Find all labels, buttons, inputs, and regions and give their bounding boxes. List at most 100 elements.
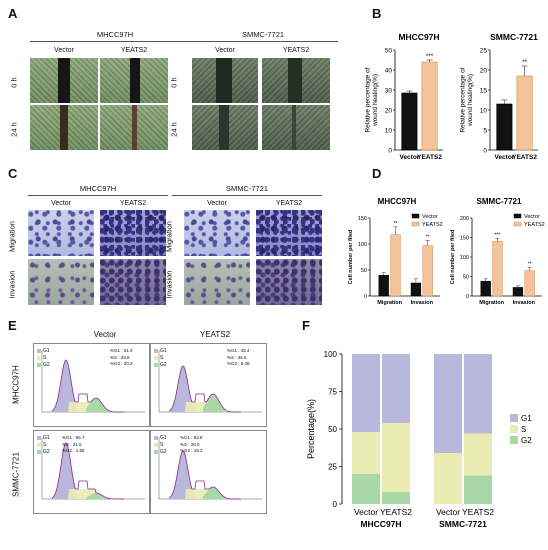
bar <box>410 282 422 297</box>
legend-swatch <box>513 213 522 219</box>
legend-swatch <box>513 221 522 227</box>
wound-image <box>30 58 98 103</box>
y-tick-label: 30 <box>385 88 393 95</box>
y-tick-label: 50 <box>385 48 393 55</box>
stacked-bar-segment <box>352 432 380 474</box>
panel-f-label: F <box>302 318 310 333</box>
y-tick-label: 0 <box>364 294 367 300</box>
flow-histogram <box>33 343 150 427</box>
panel-c-col-yeats2-2: YEATS2 <box>275 200 303 207</box>
wound-image <box>262 58 330 103</box>
flow-stats: %G1 : 51.0 %S : 28.8 %G2 : 20.2 <box>110 348 133 366</box>
bar <box>512 287 524 297</box>
g1-area <box>52 360 78 412</box>
histogram-line <box>168 450 242 500</box>
flow-histogram <box>150 430 267 514</box>
flow-histogram <box>150 343 267 427</box>
wound-image <box>100 58 168 103</box>
y-tick-label: 100 <box>460 255 469 261</box>
flow-legend: G1 S G2 <box>37 348 50 369</box>
wound-image <box>100 105 168 150</box>
flow-histogram <box>33 430 150 514</box>
y-tick-label: 100 <box>358 242 367 248</box>
y-tick-label: 5 <box>483 128 487 135</box>
stacked-bar-segment <box>464 475 492 504</box>
panel-d-label: D <box>372 166 382 181</box>
chart-title: SMMC-7721 <box>490 32 538 42</box>
x-tick-label: Invasion <box>411 300 434 306</box>
stacked-bar-segment <box>352 354 380 432</box>
y-tick-label: 50 <box>463 275 469 281</box>
transwell-image <box>184 210 250 256</box>
significance-label: ** <box>522 59 528 66</box>
bar <box>492 241 503 297</box>
stacked-bar-segment <box>352 474 380 504</box>
histogram-line <box>168 365 242 413</box>
y-tick-label: 0 <box>483 148 487 155</box>
wound-image <box>30 105 98 150</box>
panel-c-col-vector-2: Vector <box>207 200 227 207</box>
transwell-image <box>256 259 322 305</box>
panel-b-label: B <box>372 6 382 21</box>
panel-c-col-yeats2-1: YEATS2 <box>119 200 147 207</box>
y-tick-label: 50 <box>361 268 367 274</box>
group-label: MHCC97H <box>360 519 401 529</box>
panel-c-label: C <box>8 166 18 181</box>
panel-a-row-24h-2: 24 h <box>169 122 179 137</box>
x-tick-label: Vector <box>399 154 419 161</box>
flow-legend: G1 S G2 <box>37 435 50 456</box>
significance-label: ** <box>528 262 532 268</box>
panel-a-col-vector-1: Vector <box>54 47 74 54</box>
g1-area <box>52 443 78 499</box>
chart-title: MHCC97H <box>378 197 417 206</box>
legend-label: Vector <box>524 214 540 220</box>
y-tick-label: 40 <box>385 68 393 75</box>
y-tick-label: 50 <box>328 425 337 434</box>
y-axis-label: Cell number per filed <box>450 230 456 285</box>
legend-label: Vector <box>422 214 438 220</box>
panel-c-row-invasion: Invasion <box>7 270 17 299</box>
panel-c-cellline-1: MHCC97H <box>79 184 117 193</box>
transwell-image <box>100 259 166 305</box>
wound-image <box>262 105 330 150</box>
y-tick-label: 25 <box>480 48 488 55</box>
y-axis-label: Percentage(%) <box>306 399 316 459</box>
bar <box>480 280 491 297</box>
x-tick-label: YEATS2 <box>462 507 494 517</box>
panel-a-label: A <box>8 6 18 21</box>
y-tick-label: 0 <box>466 294 469 300</box>
panel-a-row-0h: 0 h <box>9 77 19 88</box>
panel-a-col-vector-2: Vector <box>215 47 235 54</box>
y-tick-label: 200 <box>460 216 469 222</box>
panel-a-col-yeats2-1: YEATS2 <box>120 47 148 54</box>
g2-area <box>203 394 225 412</box>
significance-label: *** <box>426 53 434 60</box>
panel-a-cellline-2: SMMC-7721 <box>241 30 285 39</box>
panel-e-row-1: MHCC97H <box>11 365 21 404</box>
panel-c-cellline-2: SMMC-7721 <box>225 184 269 193</box>
y-axis-label: Relative percentage ofwound healing(%) <box>460 67 474 132</box>
chart-title: SMMC-7721 <box>477 197 522 206</box>
stacked-bar-segment <box>464 433 492 476</box>
g2-area <box>203 487 225 499</box>
panel-a-cellline-1: MHCC97H <box>96 30 134 39</box>
wound-image <box>192 105 258 150</box>
y-axis-label: Relative percentage ofwound healing(%) <box>365 67 379 132</box>
y-tick-label: 150 <box>460 236 469 242</box>
panel-e-row-2: SMMC-7721 <box>11 452 21 497</box>
x-tick-label: Vector <box>436 507 460 517</box>
histogram-line <box>51 442 125 500</box>
x-tick-label: Vector <box>494 154 514 161</box>
stacked-bar-segment <box>434 354 462 453</box>
panel-a-row-24h: 24 h <box>9 122 19 137</box>
g1-area <box>169 451 195 499</box>
y-tick-label: 15 <box>480 88 488 95</box>
chart-title: MHCC97H <box>398 32 439 42</box>
y-tick-label: 20 <box>385 108 393 115</box>
legend-label: YEATS2 <box>422 222 443 228</box>
x-tick-label: Migration <box>479 300 504 306</box>
transwell-image <box>256 210 322 256</box>
significance-label: *** <box>495 232 501 238</box>
legend-swatch <box>510 414 518 422</box>
